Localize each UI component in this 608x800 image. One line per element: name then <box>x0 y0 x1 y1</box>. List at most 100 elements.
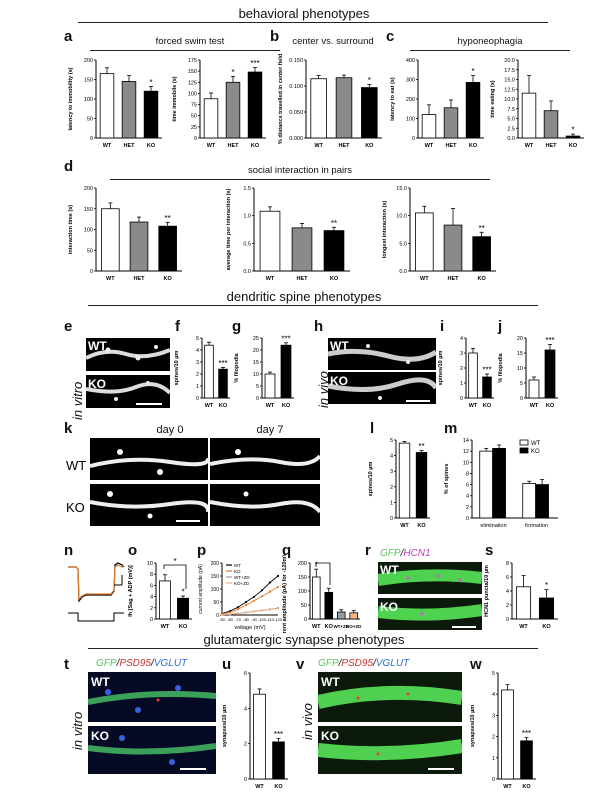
panel-label-b: b <box>270 28 280 45</box>
stain-legend: GFP/PSD95/VGLUT <box>318 658 409 669</box>
y-tick-label: 2 <box>466 505 469 511</box>
panel-label-e: e <box>64 318 73 335</box>
significance-marker: *** <box>482 366 491 375</box>
series-line <box>221 586 279 615</box>
panel-label-k: k <box>64 420 73 437</box>
y-tick-label: 2 <box>492 735 495 741</box>
data-point <box>236 608 240 611</box>
y-axis-label: current amplitude (pA) for -120mV step <box>282 555 288 633</box>
x-tick-label: KO+ZD <box>346 624 362 629</box>
bar <box>129 221 149 272</box>
y-tick-label: 6 <box>466 483 469 489</box>
scale-bar <box>406 400 430 402</box>
y-tick-label: 150 <box>188 69 197 75</box>
panel-label-c: c <box>386 28 395 45</box>
y-tick-label: 15 <box>517 351 523 357</box>
y-tick-label: 0 <box>390 516 393 522</box>
y-tick-label: 4 <box>244 706 247 712</box>
x-tick-label: -100 <box>258 617 267 622</box>
x-tick-label: -60 <box>227 617 234 622</box>
y-tick-label: 4 <box>390 454 393 460</box>
y-tick-label: 0 <box>520 396 523 402</box>
chart-hcn1-puncta: 0 2 4 6 8 HCN1 puncta/10 µm WT * KO <box>484 561 558 630</box>
micrograph-wt-day7 <box>210 438 320 480</box>
chart-ih-sag-adp: 0 2 4 6 8 10 Ih [Sag + ADP (mV)] WT * KO * <box>128 557 192 630</box>
y-tick-label: 2 <box>506 603 509 609</box>
y-tick-label: 5 <box>520 381 523 387</box>
y-axis-label: longest interaction (s) <box>382 201 388 259</box>
y-tick-label: 175 <box>188 58 197 64</box>
x-tick-label: WT <box>103 143 112 149</box>
y-axis-label: interaction time (s) <box>68 205 74 254</box>
x-tick-label: WT <box>503 784 512 790</box>
bar <box>336 611 346 620</box>
stain-psd95: PSD95 <box>119 658 152 669</box>
scale-bar <box>428 768 454 770</box>
group-title-social: social interaction in pairs <box>247 165 353 176</box>
x-tick-label: WT <box>161 624 170 630</box>
genotype-label-wt: WT <box>330 339 349 353</box>
panel-label-h: h <box>314 318 324 335</box>
bar <box>528 379 540 399</box>
voltage-trace-plot <box>68 562 125 622</box>
bar <box>361 87 378 139</box>
data-point <box>228 613 232 616</box>
stain-legend: GFP/HCN1 <box>380 548 431 559</box>
panel-label-a: a <box>64 28 73 45</box>
x-tick-label: HET <box>446 143 458 149</box>
chart-filopodia-in-vivo: 0 5 10 15 20 % filopodia WT *** KO <box>498 336 558 409</box>
y-tick-label: 0.100 <box>289 84 303 90</box>
y-tick-label: 50 <box>213 600 219 606</box>
x-tick-label: HET <box>228 143 240 149</box>
data-point <box>220 613 224 616</box>
y-tick-label: 1.0 <box>243 214 251 220</box>
stain-hcn1: HCN1 <box>403 548 431 559</box>
y-tick-label: 0.150 <box>289 58 303 64</box>
panel-label-s: s <box>485 542 494 559</box>
y-tick-label: 8 <box>506 561 509 567</box>
y-tick-label: 4 <box>196 348 199 354</box>
y-tick-label: 1 <box>460 381 463 387</box>
legend-label: WT <box>531 441 541 447</box>
x-tick-label: HET <box>134 276 146 282</box>
bar <box>543 110 559 139</box>
y-tick-label: 4 <box>150 595 153 601</box>
y-tick-label: 2 <box>390 485 393 491</box>
legend-swatch <box>519 447 529 454</box>
significance-marker: *** <box>274 730 283 739</box>
bar <box>544 349 556 399</box>
x-tick-label: WT <box>207 143 216 149</box>
scale-bar <box>176 520 200 522</box>
legend-label: KO <box>234 569 241 574</box>
x-tick-label: WT <box>519 624 528 630</box>
y-tick-label: 0 <box>492 777 495 783</box>
x-tick-label: -80 <box>243 617 250 622</box>
micrograph-ko-day7 <box>210 484 320 526</box>
bar <box>143 90 159 139</box>
x-tick-label: KO <box>483 403 492 409</box>
data-point <box>236 612 240 615</box>
significance-marker: * <box>149 78 152 87</box>
y-tick-label: 14 <box>463 438 469 444</box>
y-tick-label: 0 <box>90 269 93 275</box>
significance-marker: *** <box>281 334 290 343</box>
significance-marker: * <box>471 67 474 76</box>
bar <box>259 210 281 272</box>
data-point <box>244 604 248 607</box>
dendrite-image <box>318 739 462 761</box>
x-tick-label: -70 <box>235 617 242 622</box>
row-label-wt: WT <box>66 458 87 473</box>
x-tick-label: KO <box>147 143 156 149</box>
micrograph-ko-day0 <box>90 484 208 526</box>
y-tick-label: 75 <box>191 103 197 109</box>
series-line <box>221 575 279 615</box>
y-tick-label: 8 <box>466 471 469 477</box>
y-tick-label: 50 <box>191 114 197 120</box>
panel-label-i: i <box>440 318 445 335</box>
x-tick-label: KO <box>542 624 551 630</box>
panel-label-n: n <box>64 542 74 559</box>
bar <box>565 135 581 139</box>
bar <box>323 230 345 272</box>
y-tick-label: 5 <box>256 384 259 390</box>
panel-label-p: p <box>197 542 207 559</box>
